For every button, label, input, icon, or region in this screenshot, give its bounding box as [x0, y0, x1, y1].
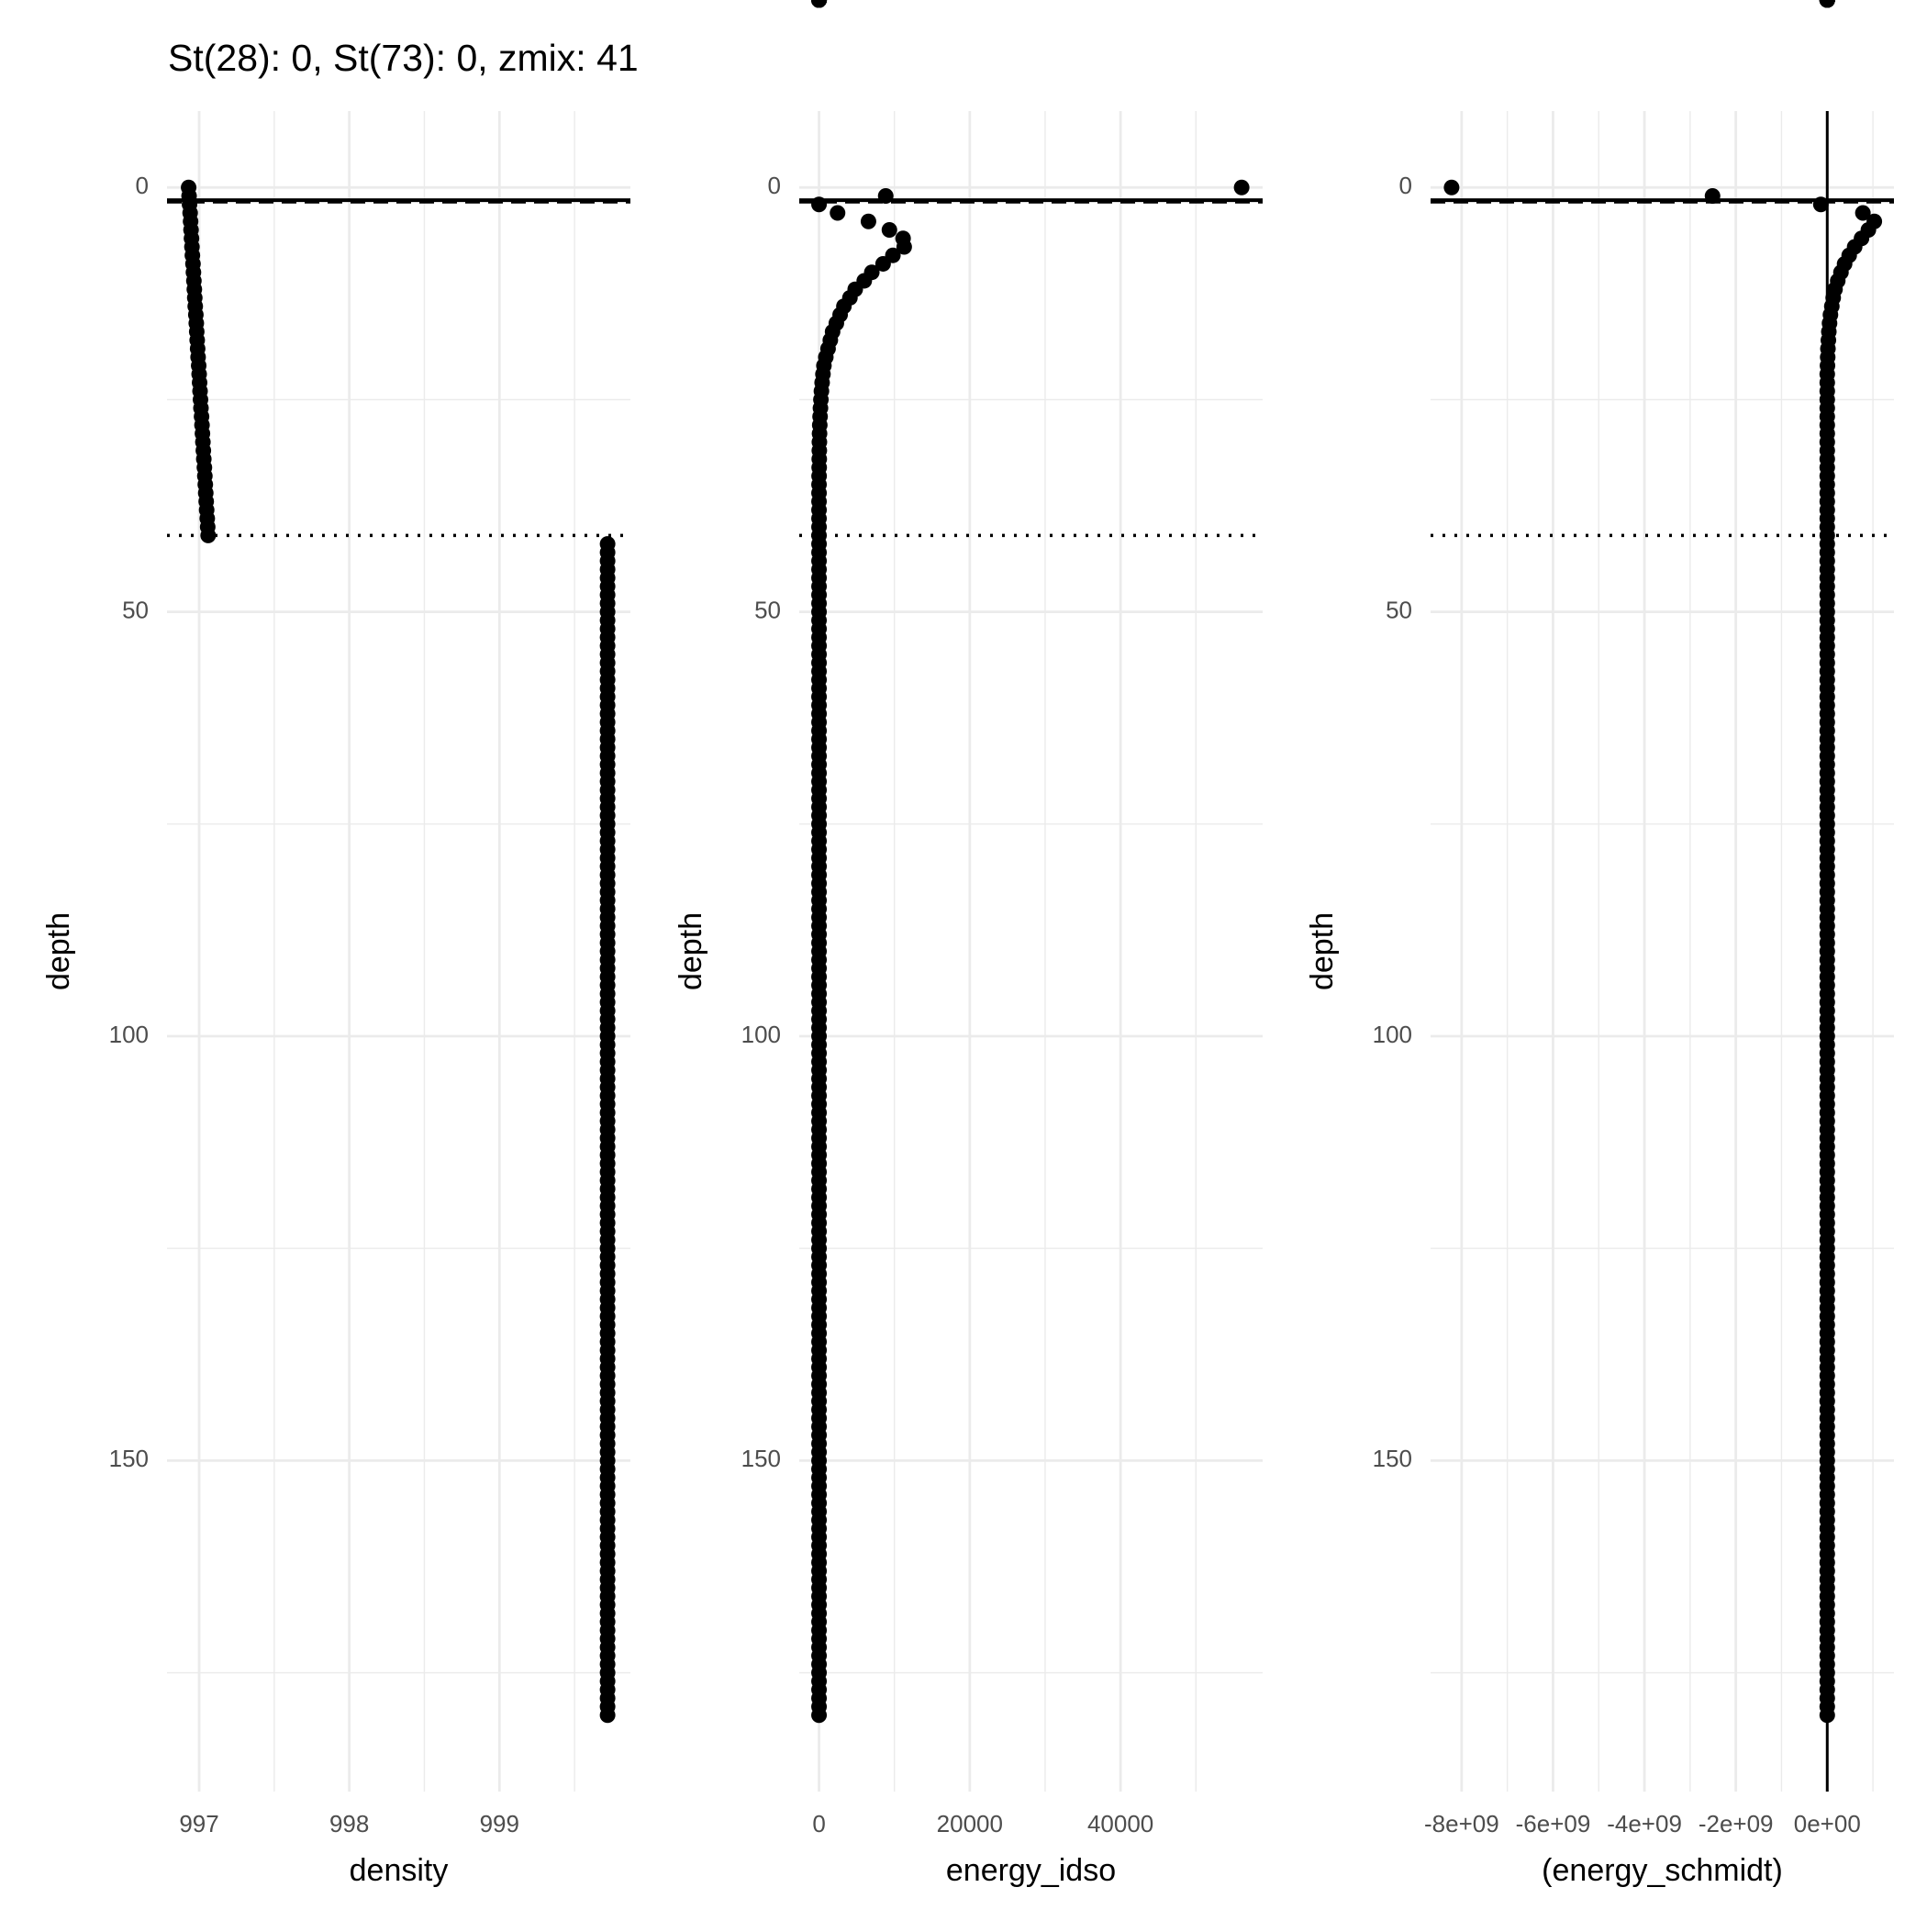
y-tick-label: 150 [109, 1445, 149, 1472]
point [1819, 1707, 1835, 1724]
point [1812, 196, 1829, 213]
point [874, 255, 891, 272]
x-axis-title: (energy_schmidt) [1542, 1853, 1783, 1888]
point [599, 1707, 616, 1724]
x-tick-label: 40000 [1087, 1810, 1153, 1837]
y-tick-label: 50 [1386, 596, 1412, 623]
x-tick-label: 998 [329, 1810, 369, 1837]
y-tick-label: 100 [741, 1021, 781, 1048]
panel: 0 50 100 150 -8e+09 -6e+09 -4e+09 -2e+09 0e+00 (e… [1305, 0, 1894, 1888]
x-tick-label: -4e+09 [1607, 1810, 1682, 1837]
y-axis-title: depth [1305, 912, 1340, 990]
point [811, 0, 828, 8]
point [1233, 179, 1250, 195]
point [811, 1707, 828, 1724]
x-tick-label: -8e+09 [1424, 1810, 1499, 1837]
panel: 0 50 100 150 997 998 999 density depth [41, 111, 630, 1888]
point [1855, 205, 1871, 221]
figure-title: St(28): 0, St(73): 0, zmix: 41 [168, 37, 639, 79]
y-tick-label: 50 [122, 596, 149, 623]
point [877, 187, 894, 204]
y-tick-label: 150 [741, 1445, 781, 1472]
y-tick-label: 50 [754, 596, 781, 623]
x-tick-label: 20000 [937, 1810, 1003, 1837]
y-tick-label: 0 [136, 172, 149, 199]
point [811, 196, 828, 213]
y-tick-label: 150 [1373, 1445, 1412, 1472]
x-tick-label: -2e+09 [1699, 1810, 1774, 1837]
x-tick-label: -6e+09 [1516, 1810, 1591, 1837]
panel: 0 50 100 150 0 20000 40000 energy_idso depth [674, 0, 1263, 1888]
x-tick-label: 0e+00 [1794, 1810, 1861, 1837]
point [881, 221, 897, 238]
point [860, 213, 876, 229]
point [1443, 179, 1460, 195]
x-tick-label: 0 [812, 1810, 825, 1837]
y-tick-label: 100 [109, 1021, 149, 1048]
point [896, 239, 912, 255]
x-axis-title: density [350, 1853, 449, 1888]
point [1704, 187, 1721, 204]
point [200, 527, 217, 543]
point [1819, 0, 1835, 8]
x-axis-title: energy_idso [946, 1853, 1116, 1888]
y-axis-title: depth [41, 912, 76, 990]
y-tick-label: 0 [1399, 172, 1412, 199]
y-axis-title: depth [674, 912, 708, 990]
point [830, 205, 846, 221]
y-tick-label: 0 [768, 172, 781, 199]
x-tick-label: 997 [179, 1810, 218, 1837]
x-tick-label: 999 [480, 1810, 519, 1837]
y-tick-label: 100 [1373, 1021, 1412, 1048]
